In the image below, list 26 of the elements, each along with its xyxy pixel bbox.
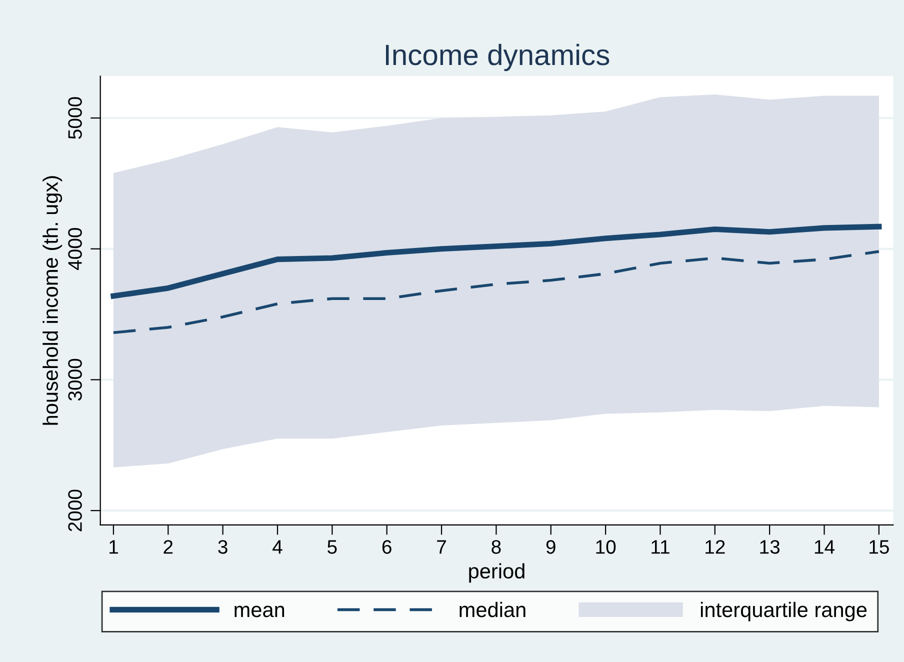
x-tick-label: 4 bbox=[272, 540, 282, 554]
x-tick-label: 2 bbox=[164, 540, 173, 554]
x-tick-label: 11 bbox=[652, 540, 670, 554]
x-tick-label: 7 bbox=[437, 540, 446, 554]
y-tick-label: 3000 bbox=[68, 358, 82, 401]
x-tick-label: 3 bbox=[218, 540, 228, 554]
y-axis-title: household income (th. ugx) bbox=[42, 176, 62, 425]
y-tick-label: 5000 bbox=[68, 97, 82, 139]
x-tick-label: 12 bbox=[706, 540, 725, 554]
x-tick-label: 13 bbox=[760, 540, 780, 554]
y-tick-label: 4000 bbox=[68, 228, 82, 270]
line-series bbox=[112, 250, 880, 334]
x-tick-label: 15 bbox=[870, 540, 889, 554]
chart-title: Income dynamics bbox=[386, 44, 610, 72]
x-tick-label: 5 bbox=[328, 540, 337, 554]
y-tick-label: 2000 bbox=[68, 490, 82, 532]
x-tick-label: 1 bbox=[110, 540, 118, 554]
x-tick-label: 6 bbox=[382, 540, 392, 554]
legend-label: mean bbox=[234, 606, 284, 618]
legend-label: median bbox=[460, 602, 526, 618]
x-tick-label: 10 bbox=[596, 540, 616, 554]
legend-label: interquartile range bbox=[700, 602, 867, 622]
x-axis-title: period bbox=[469, 563, 524, 583]
x-tick-label: 14 bbox=[814, 540, 835, 554]
x-tick-label: 9 bbox=[546, 540, 556, 554]
x-tick-label: 8 bbox=[492, 540, 501, 554]
